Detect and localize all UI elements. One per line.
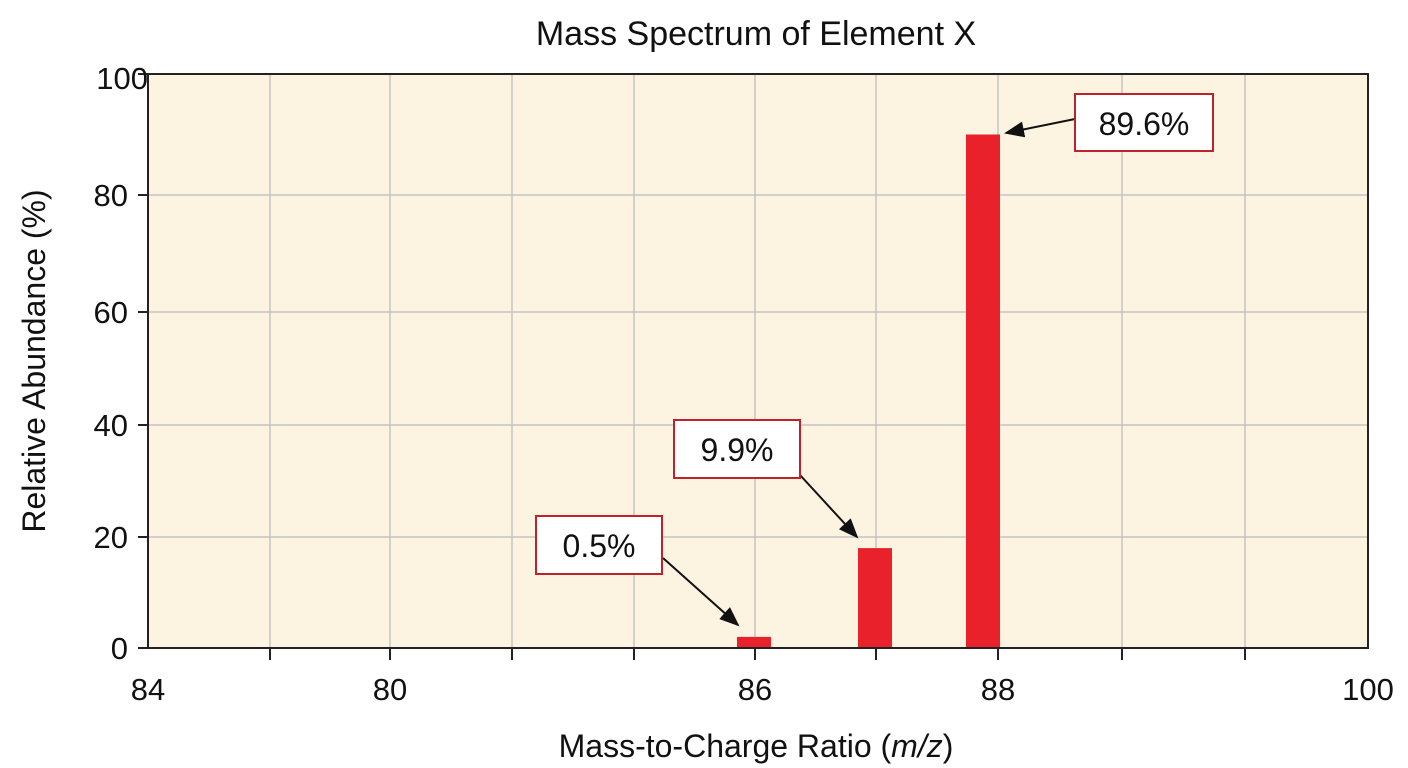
- y-axis: 0 20 40 60 80 100: [94, 61, 148, 666]
- x-tick-label: 80: [373, 672, 407, 707]
- y-tick-label: 100: [96, 61, 148, 96]
- plot-area: [148, 74, 1368, 648]
- bar-mz-88: [966, 134, 1000, 648]
- annotation-label: 0.5%: [563, 528, 636, 564]
- y-tick-label: 0: [111, 631, 128, 666]
- x-axis-title: Mass-to-Charge Ratio (m/z): [559, 728, 954, 764]
- annotation-0-5: 0.5%: [535, 515, 740, 627]
- plot-frame: [147, 73, 1369, 649]
- x-axis-title-main: Mass-to-Charge Ratio (: [559, 728, 892, 764]
- x-axis-title-end: ): [943, 728, 954, 764]
- x-tick-label: 86: [738, 672, 772, 707]
- annotation-box: [1074, 93, 1214, 152]
- y-tick-label: 40: [94, 408, 128, 443]
- x-tick-label: 84: [131, 672, 165, 707]
- annotation-89-6: 89.6%: [1004, 93, 1214, 152]
- y-axis-title: Relative Abundance (%): [16, 189, 52, 532]
- annotation-arrow: [799, 474, 859, 539]
- chart-title: Mass Spectrum of Element X: [536, 15, 976, 53]
- annotation-arrow: [662, 557, 740, 627]
- x-tick-label: 88: [981, 672, 1015, 707]
- annotation-arrow: [1004, 118, 1076, 138]
- x-axis-title-italic: m/z: [891, 728, 943, 764]
- x-tick-label: 100: [1342, 672, 1394, 707]
- x-axis: 84 80 86 88 100: [131, 672, 1394, 707]
- grid-lines: [138, 73, 1368, 660]
- annotation-box: [673, 419, 801, 479]
- bar-series: [737, 134, 1000, 648]
- y-tick-label: 20: [94, 520, 128, 555]
- bar-mz-87: [858, 548, 892, 648]
- annotation-box: [535, 515, 663, 575]
- annotation-label: 89.6%: [1099, 106, 1190, 142]
- bar-mz-86: [737, 636, 771, 648]
- y-tick-label: 60: [94, 295, 128, 330]
- annotation-label: 9.9%: [701, 432, 774, 468]
- y-tick-label: 80: [94, 178, 128, 213]
- annotation-9-9: 9.9%: [673, 419, 859, 539]
